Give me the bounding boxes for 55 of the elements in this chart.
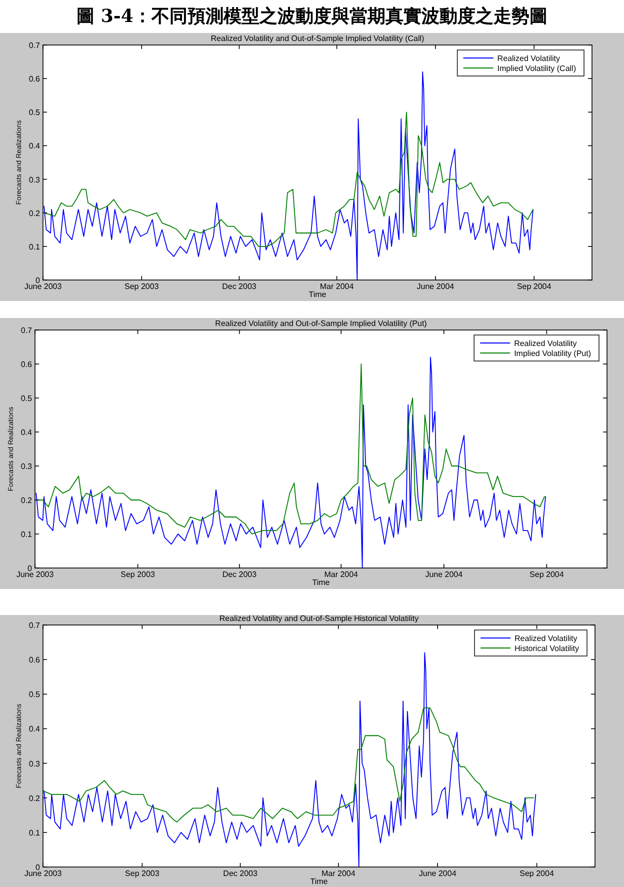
x-tick-label: Sep 2004	[520, 869, 554, 878]
y-tick-label: 0.6	[28, 74, 41, 84]
x-tick-label: Mar 2004	[324, 570, 359, 579]
x-tick-label: Dec 2003	[222, 570, 258, 579]
y-tick-label: 0.4	[28, 724, 41, 734]
y-tick-label: 0.7	[20, 326, 33, 335]
x-tick-label: Dec 2003	[222, 282, 257, 291]
y-tick-label: 0.1	[28, 242, 41, 252]
y-tick-label: 0.2	[28, 794, 41, 803]
y-tick-label: 0.6	[20, 360, 33, 369]
y-tick-label: 0.3	[20, 462, 33, 471]
x-tick-label: June 2003	[24, 869, 62, 878]
x-tick-label: June 2003	[16, 570, 54, 579]
x-tick-label: Mar 2004	[322, 869, 356, 878]
chart-title: Realized Volatility and Out-of-Sample Implied Volatility (Call)	[210, 34, 425, 43]
y-tick-label: 0.3	[28, 175, 41, 184]
y-tick-label: 0	[36, 863, 41, 872]
x-axis-title: Time	[312, 578, 330, 587]
legend-label: Implied Volatility (Put)	[514, 349, 592, 358]
x-tick-label: June 2004	[418, 869, 457, 878]
y-tick-label: 0.3	[28, 759, 41, 768]
x-tick-label: Sep 2003	[120, 570, 156, 579]
chart-title: Realized Volatility and Out-of-Sample Implied Volatility (Put)	[215, 319, 428, 328]
caption: 圖 3-4：不同預測模型之波動度與當期真實波動度之走勢圖	[76, 6, 548, 27]
legend-label: Realized Volatility	[497, 54, 560, 63]
y-tick-label: 0.2	[28, 208, 41, 218]
x-tick-label: Dec 2003	[223, 869, 258, 878]
legend-label: Implied Volatility (Call)	[497, 64, 576, 73]
y-tick-label: 0.7	[28, 621, 41, 630]
x-tick-label: June 2003	[24, 282, 62, 291]
y-tick-label: 0	[28, 564, 33, 573]
y-tick-label: 0.6	[28, 656, 41, 665]
x-tick-label: June 2004	[416, 282, 455, 291]
y-tick-label: 0.4	[28, 142, 41, 151]
x-tick-label: Sep 2003	[125, 869, 160, 878]
y-tick-label: 0.7	[28, 41, 41, 50]
chart-title: Realized Volatility and Out-of-Sample Historical Volatility	[219, 614, 419, 623]
x-axis-title: Time	[308, 290, 327, 299]
x-tick-label: Sep 2004	[516, 282, 552, 291]
x-tick-label: Mar 2004	[320, 282, 354, 291]
x-tick-label: Sep 2004	[530, 570, 564, 579]
y-tick-label: 0	[36, 276, 41, 285]
x-tick-label: June 2004	[425, 570, 464, 579]
y-tick-label: 0.5	[28, 108, 41, 118]
y-tick-label: 0.1	[28, 828, 41, 838]
legend-label: Historical Volatility	[514, 644, 579, 653]
x-axis-title: Time	[310, 877, 328, 886]
y-tick-label: 0.2	[20, 496, 33, 505]
legend-label: Realized Volatility	[514, 634, 578, 643]
y-tick-label: 0.1	[20, 530, 33, 539]
y-tick-label: 0.5	[20, 394, 33, 403]
legend-label: Realized Volatility	[514, 339, 577, 348]
x-tick-label: Sep 2003	[124, 282, 160, 291]
y-tick-label: 0.5	[28, 690, 41, 700]
y-tick-label: 0.4	[20, 428, 33, 437]
